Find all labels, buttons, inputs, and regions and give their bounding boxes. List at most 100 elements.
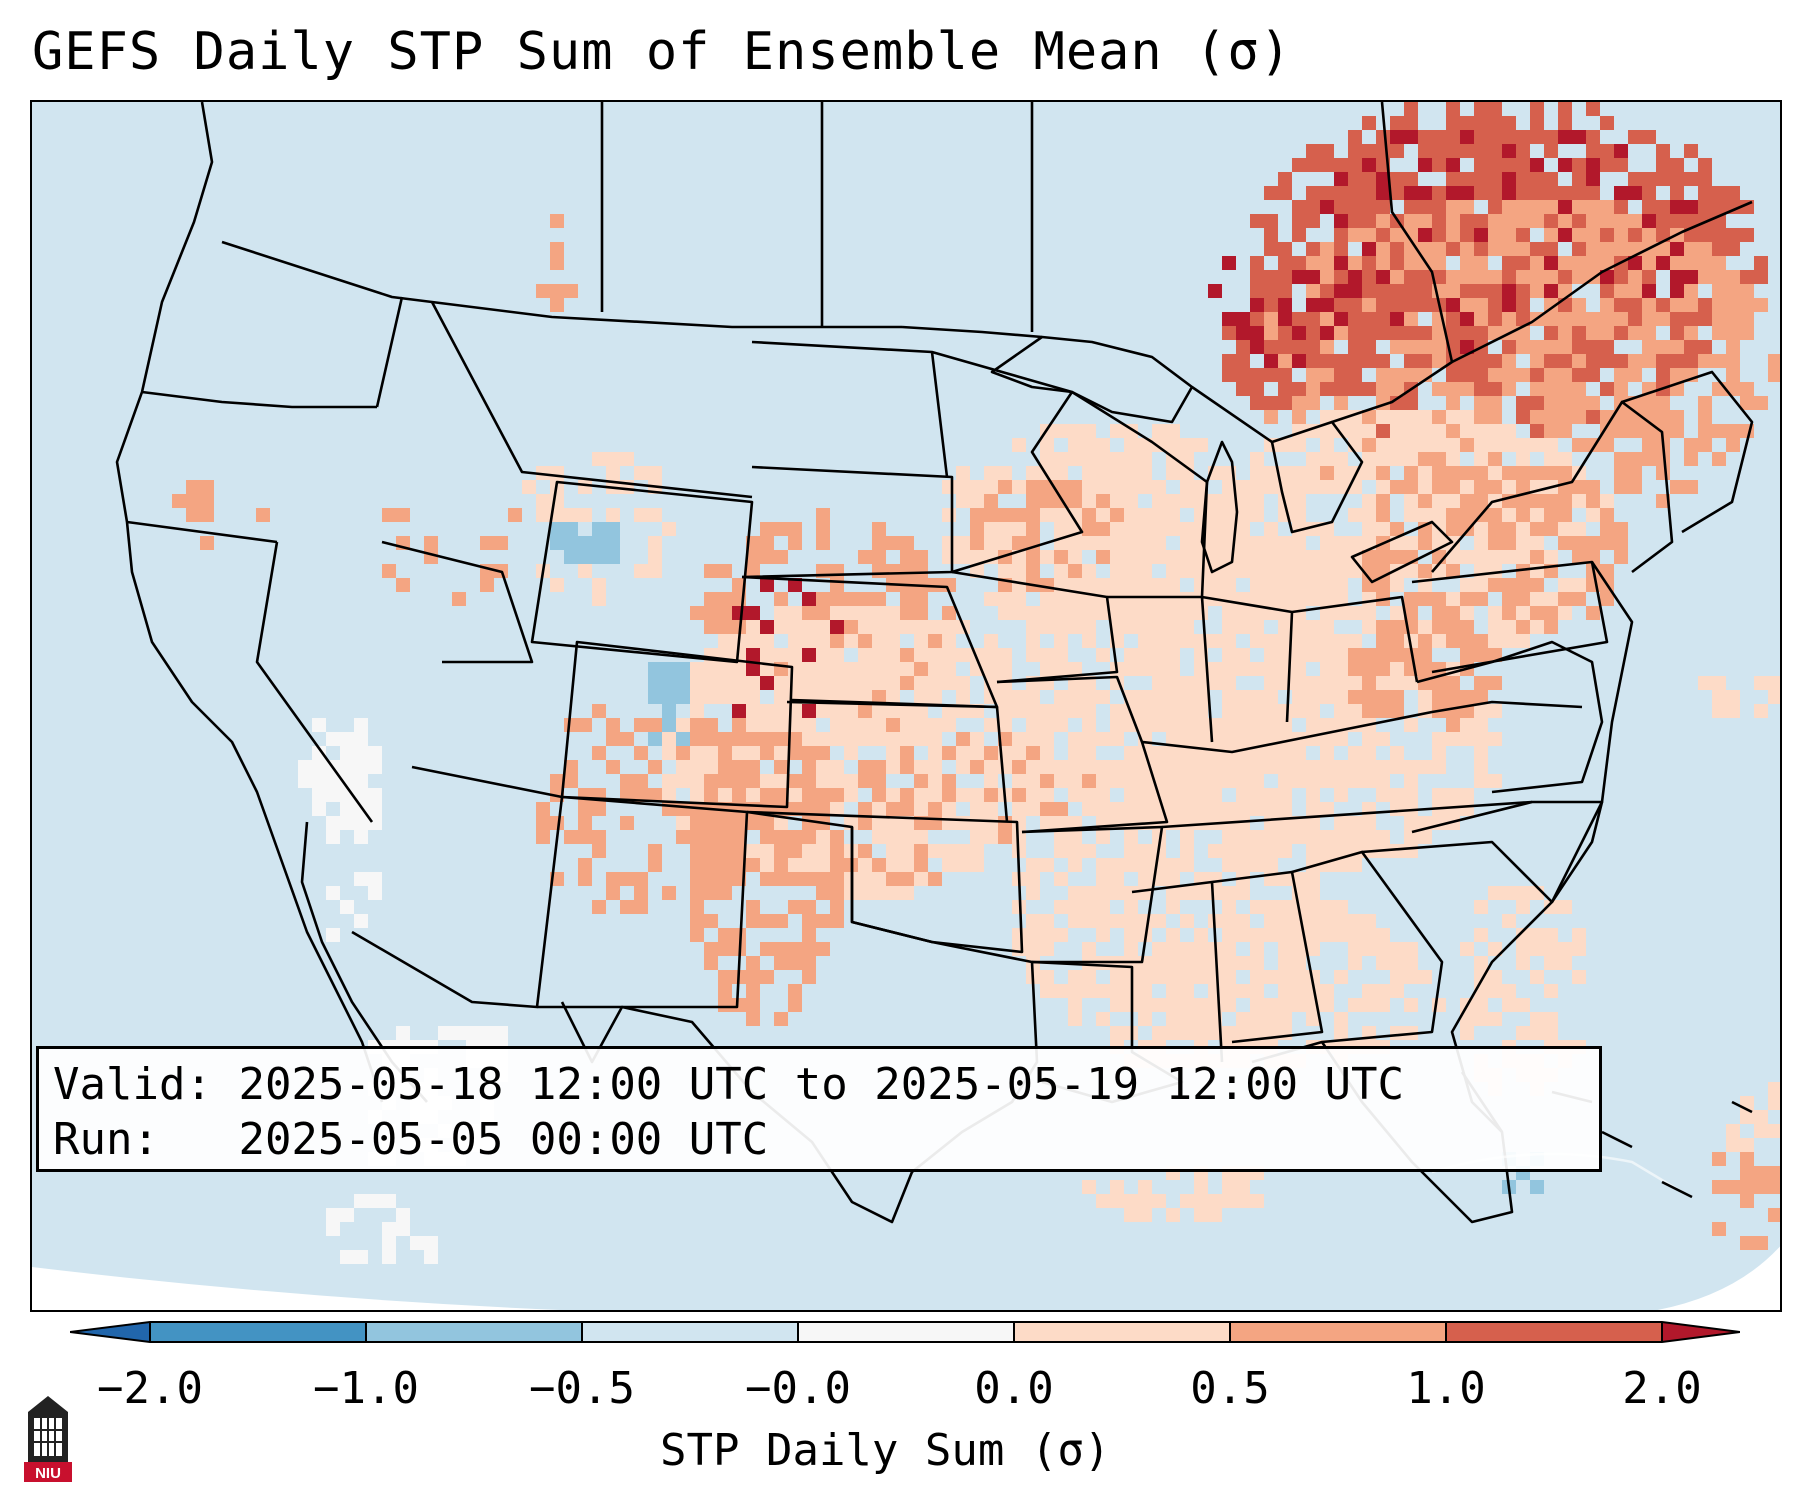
anomaly-cell [1614, 186, 1628, 200]
anomaly-cell [1040, 592, 1054, 606]
anomaly-cell [186, 508, 200, 522]
anomaly-cell [1586, 508, 1600, 522]
anomaly-cell [1138, 690, 1152, 704]
anomaly-cell [1124, 438, 1138, 452]
anomaly-cell [1404, 312, 1418, 326]
anomaly-cell [690, 704, 704, 718]
anomaly-cell [760, 970, 774, 984]
anomaly-cell [1432, 214, 1446, 228]
anomaly-cell [1670, 158, 1684, 172]
anomaly-cell [1656, 200, 1670, 214]
anomaly-cell [956, 648, 970, 662]
anomaly-cell [1166, 508, 1180, 522]
anomaly-cell [1068, 438, 1082, 452]
anomaly-cell [760, 830, 774, 844]
anomaly-cell [1124, 844, 1138, 858]
anomaly-cell [564, 760, 578, 774]
anomaly-cell [1026, 760, 1040, 774]
anomaly-cell [914, 788, 928, 802]
anomaly-cell [1558, 606, 1572, 620]
anomaly-cell [886, 704, 900, 718]
anomaly-cell [1740, 1110, 1754, 1124]
anomaly-cell [1418, 144, 1432, 158]
anomaly-cell [914, 718, 928, 732]
anomaly-cell [746, 746, 760, 760]
anomaly-cell [1572, 368, 1586, 382]
anomaly-cell [1138, 704, 1152, 718]
anomaly-cell [1432, 606, 1446, 620]
anomaly-cell [1264, 312, 1278, 326]
anomaly-cell [1250, 508, 1264, 522]
anomaly-cell [1292, 620, 1306, 634]
anomaly-cell [1320, 186, 1334, 200]
anomaly-cell [1334, 1012, 1348, 1026]
anomaly-cell [1488, 942, 1502, 956]
anomaly-cell [732, 998, 746, 1012]
anomaly-cell [1474, 172, 1488, 186]
anomaly-cell [1642, 326, 1656, 340]
anomaly-cell [1152, 606, 1166, 620]
anomaly-cell [1138, 550, 1152, 564]
anomaly-cell [1418, 620, 1432, 634]
anomaly-cell [1166, 676, 1180, 690]
colorbar-tick-label: −0.5 [529, 1363, 635, 1414]
anomaly-cell [1474, 354, 1488, 368]
anomaly-cell [1376, 186, 1390, 200]
anomaly-cell [1404, 172, 1418, 186]
anomaly-cell [1516, 144, 1530, 158]
anomaly-cell [1474, 956, 1488, 970]
state-line-quebec [1380, 102, 1454, 363]
anomaly-cell [1390, 438, 1404, 452]
anomaly-cell [1250, 928, 1264, 942]
anomaly-cell [1544, 368, 1558, 382]
anomaly-cell [1068, 494, 1082, 508]
anomaly-cell [1278, 438, 1292, 452]
anomaly-cell [1068, 788, 1082, 802]
anomaly-cell [1516, 942, 1530, 956]
anomaly-cell [1446, 802, 1460, 816]
anomaly-cell [1250, 326, 1264, 340]
anomaly-cell [1320, 998, 1334, 1012]
anomaly-cell [1026, 872, 1040, 886]
anomaly-cell [1082, 424, 1096, 438]
anomaly-cell [1026, 480, 1040, 494]
anomaly-cell [1586, 536, 1600, 550]
anomaly-cell [1502, 256, 1516, 270]
anomaly-cell [410, 1236, 424, 1250]
anomaly-cell [200, 508, 214, 522]
anomaly-cell [1110, 1194, 1124, 1208]
anomaly-cell [1768, 368, 1780, 382]
anomaly-cell [1334, 830, 1348, 844]
state-line-nv-ut [255, 541, 374, 823]
anomaly-cell [774, 718, 788, 732]
anomaly-cell [704, 662, 718, 676]
anomaly-cell [1376, 298, 1390, 312]
anomaly-cell [1432, 676, 1446, 690]
anomaly-cell [634, 900, 648, 914]
anomaly-cell [1558, 466, 1572, 480]
anomaly-cell [1390, 368, 1404, 382]
anomaly-cell [1404, 116, 1418, 130]
anomaly-cell [1544, 270, 1558, 284]
anomaly-cell [1082, 732, 1096, 746]
anomaly-cell [1530, 578, 1544, 592]
anomaly-cell [1474, 298, 1488, 312]
anomaly-cell [1306, 368, 1320, 382]
anomaly-cell [1236, 718, 1250, 732]
anomaly-cell [1180, 522, 1194, 536]
anomaly-cell [1180, 690, 1194, 704]
anomaly-cell [1572, 354, 1586, 368]
anomaly-cell [1082, 452, 1096, 466]
anomaly-cell [746, 704, 760, 718]
anomaly-cell [1474, 494, 1488, 508]
anomaly-cell [872, 620, 886, 634]
anomaly-cell [1054, 760, 1068, 774]
anomaly-cell [1726, 690, 1740, 704]
anomaly-cell [1656, 340, 1670, 354]
anomaly-cell [942, 802, 956, 816]
anomaly-cell [1642, 438, 1656, 452]
anomaly-cell [1236, 550, 1250, 564]
anomaly-cell [1068, 704, 1082, 718]
anomaly-cell [1222, 1194, 1236, 1208]
anomaly-cell [1502, 634, 1516, 648]
